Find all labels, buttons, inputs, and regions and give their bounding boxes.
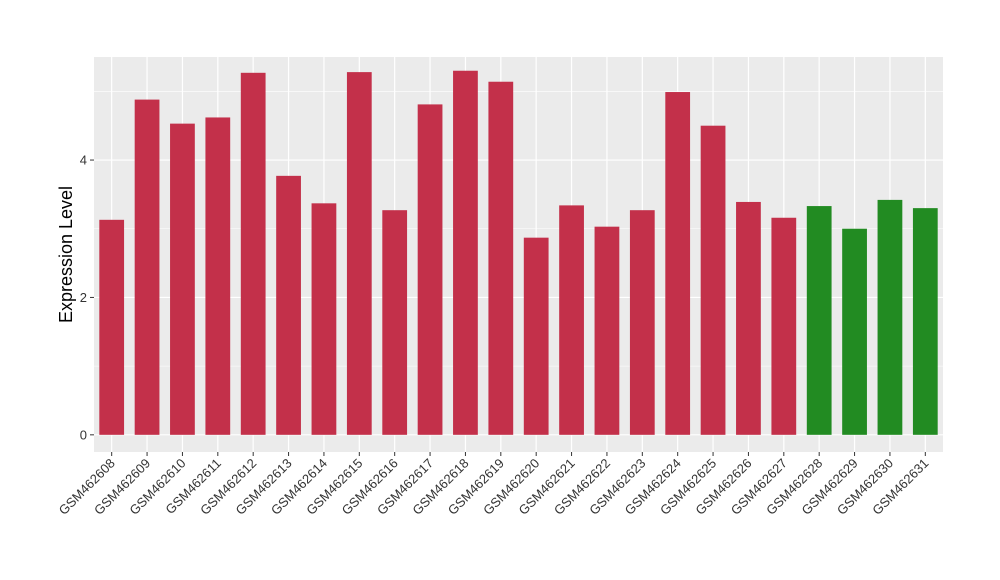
y-tick-label: 2 [80,290,87,305]
bar-gsm462622 [594,226,620,435]
bar-gsm462608 [99,219,125,435]
bar-gsm462620 [523,237,549,435]
bar-gsm462612 [240,72,266,435]
bar-gsm462619 [488,81,514,435]
bars [99,70,938,435]
x-axis: GSM462608GSM462609GSM462610GSM462611GSM4… [56,452,931,518]
bar-gsm462611 [205,117,231,435]
bar-gsm462615 [346,72,372,435]
minor-gridlines [94,91,943,367]
plot-panel [94,57,943,452]
bar-gsm462625 [700,125,726,435]
bar-gsm462614 [311,203,337,435]
bar-gsm462631 [912,208,938,435]
y-axis-title: Expression Level [56,186,76,323]
y-tick-label: 4 [80,153,87,168]
bar-gsm462629 [842,228,867,435]
bar-gsm462613 [276,175,301,435]
bar-gsm462628 [806,206,832,435]
bar-gsm462610 [170,123,195,435]
bar-gsm462626 [736,201,761,435]
y-axis: 0 2 4 [80,153,94,442]
y-tick-label: 0 [80,427,87,442]
bar-gsm462618 [453,70,478,435]
bar-gsm462624 [665,92,691,435]
bar-gsm462616 [382,210,408,435]
bar-gsm462621 [559,205,584,435]
bar-gsm462623 [629,210,655,435]
bar-gsm462630 [877,199,903,435]
bar-gsm462617 [417,104,443,435]
bar-gsm462627 [771,217,797,435]
bar-gsm462609 [134,99,160,435]
